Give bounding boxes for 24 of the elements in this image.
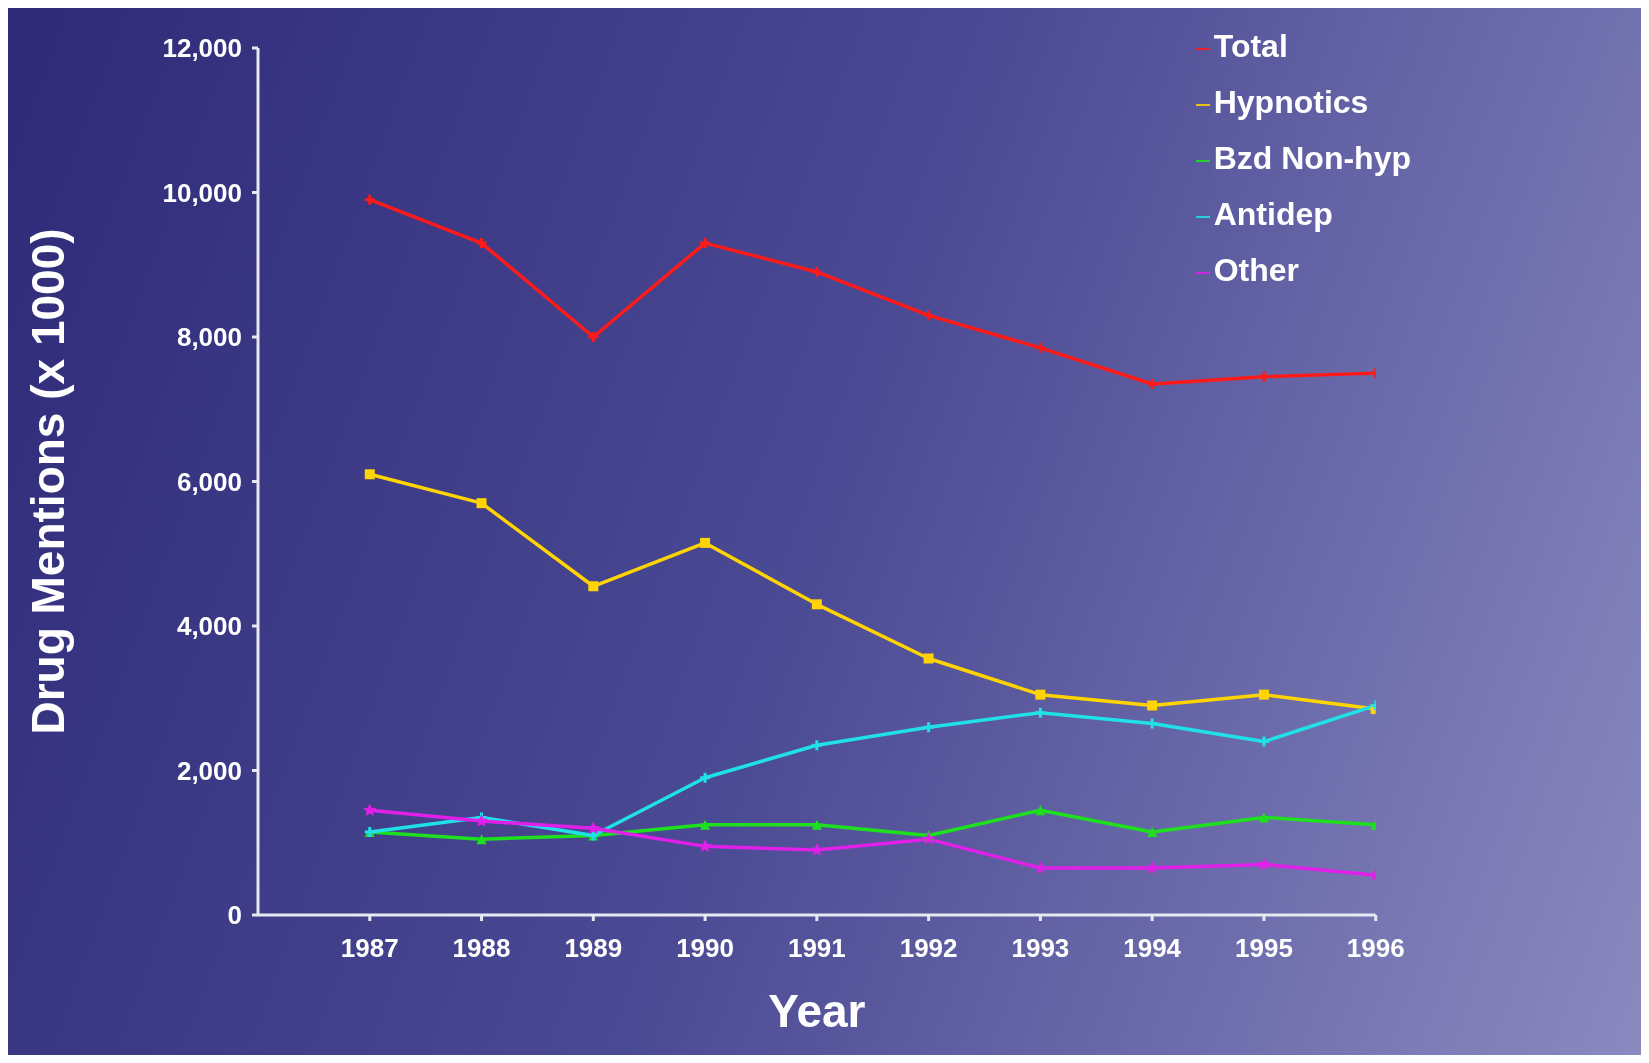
legend-label: Total [1213,28,1288,64]
x-tick-label: 1994 [1123,933,1182,964]
x-tick-label: 1993 [1011,933,1070,964]
legend-label: Antidep [1213,196,1333,232]
x-tick-label: 1991 [787,933,846,964]
x-tick-label: 1992 [899,933,958,964]
x-axis-title: Year [768,985,866,1037]
y-tick-label: 2,000 [176,755,242,786]
x-tick-label: 1989 [564,933,623,964]
y-tick-label: 12,000 [162,33,242,64]
x-tick-label: 1995 [1235,933,1293,964]
y-tick-label: 8,000 [176,322,242,353]
x-tick-label: 1988 [452,933,511,964]
y-tick-label: 6,000 [176,466,242,497]
legend-label: Hypnotics [1213,84,1369,120]
x-tick-label: 1987 [340,933,399,964]
y-tick-label: 4,000 [176,611,242,642]
x-tick-label: 1990 [676,933,734,964]
y-tick-label: 10,000 [162,177,242,208]
y-axis-title: Drug Mentions (x 1000) [22,228,75,735]
y-tick-label: 0 [227,900,242,931]
legend-label: Bzd Non-hyp [1213,140,1411,176]
x-tick-label: 1996 [1346,933,1405,964]
legend-label: Other [1213,252,1300,288]
